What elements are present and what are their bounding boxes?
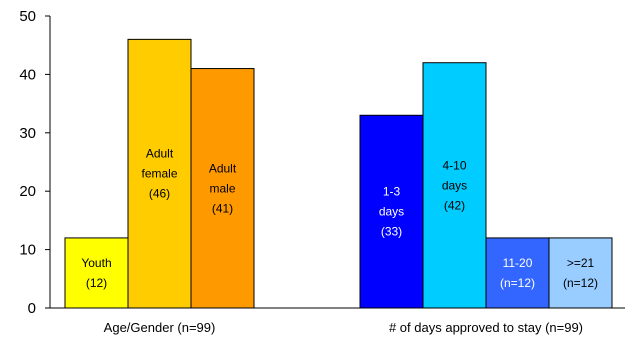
- category-label: Age/Gender (n=99): [104, 320, 216, 335]
- bar-data-label: Adult: [209, 161, 237, 175]
- y-tick-label: 0: [28, 300, 36, 317]
- bar: [359, 114, 424, 309]
- y-tick-label: 50: [19, 8, 36, 25]
- bar-data-label: (n=12): [500, 276, 535, 290]
- bar-data-label: (n=12): [563, 276, 598, 290]
- bar-data-label: 4-10: [442, 158, 466, 172]
- bar: [485, 237, 550, 309]
- bar-data-label: Adult: [146, 147, 174, 161]
- bar: [190, 68, 255, 309]
- category-label: # of days approved to stay (n=99): [389, 320, 583, 335]
- bar-data-label: female: [141, 167, 177, 181]
- bar: [422, 62, 487, 309]
- bar-data-label: (42): [444, 198, 465, 212]
- bar-data-label: (41): [212, 201, 233, 215]
- bar-data-label: (33): [381, 225, 402, 239]
- bar: [64, 237, 129, 309]
- chart-bars: Youth (12) Adult female (46) Adult male (41) 1-3…: [64, 38, 613, 309]
- y-tick-label: 40: [19, 66, 36, 83]
- bar-data-label: (46): [149, 187, 170, 201]
- bar-data-label: male: [209, 181, 235, 195]
- bar-data-label: days: [442, 178, 467, 192]
- y-tick-label: 10: [19, 242, 36, 259]
- bar-data-label: days: [379, 205, 404, 219]
- bar-data-label: 11-20: [503, 256, 533, 270]
- y-tick-label: 20: [19, 183, 36, 200]
- bar-data-label: 1-3: [383, 185, 401, 199]
- bar-data-label: >=21: [567, 256, 595, 270]
- bar-data-label: (12): [86, 276, 107, 290]
- y-tick-label: 30: [19, 125, 36, 142]
- chart-axes: 0 10 20 30 40 50 Age/Gender (n=99) # of days ap…: [19, 8, 625, 335]
- bar-data-label: Youth: [81, 256, 111, 270]
- bar: [127, 38, 192, 309]
- bar: [548, 237, 613, 309]
